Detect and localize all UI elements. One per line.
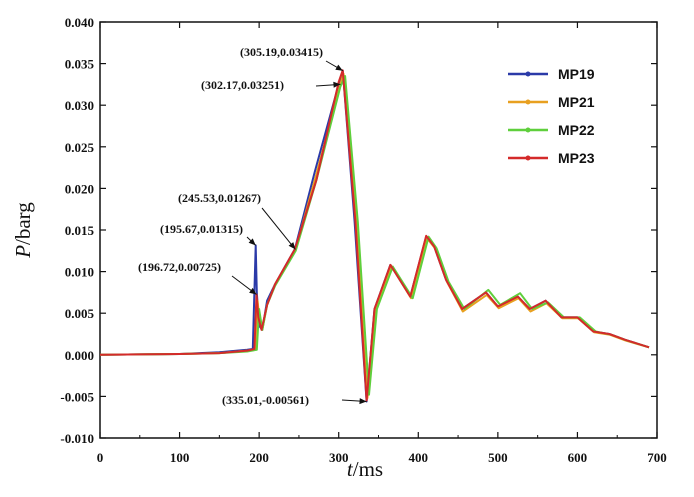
y-tick-label: 0.040: [65, 15, 94, 30]
x-tick-label: 0: [97, 450, 104, 465]
annotation-label: (195.67,0.01315): [160, 222, 243, 236]
annotation-label: (245.53,0.01267): [178, 191, 261, 205]
annotation-arrow-head: [333, 81, 341, 88]
series-group: [99, 69, 650, 403]
y-tick-label: 0.025: [65, 140, 95, 155]
x-tick-label: 300: [329, 450, 349, 465]
y-tick-label: 0.010: [65, 265, 94, 280]
x-tick-label: 600: [568, 450, 588, 465]
y-tick-label: 0.015: [65, 223, 95, 238]
axis-ticks: 0 100 200 300 400 500 600 700 -0.010 -0.005 0.000 0…: [60, 15, 666, 465]
y-tick-label: 0.030: [65, 98, 94, 113]
legend-label-mp23: MP23: [558, 150, 595, 166]
y-axis-label: P/barg: [11, 202, 35, 259]
y-axis-var: P: [11, 245, 35, 259]
series-line-mp19: [99, 69, 650, 403]
x-tick-label: 400: [409, 450, 429, 465]
y-tick-label: -0.010: [60, 431, 94, 446]
series-line-mp23: [99, 69, 650, 402]
annotation-label: (196.72,0.00725): [138, 260, 221, 274]
annotation-arrow-head: [288, 242, 296, 250]
annotation-arrow-line: [261, 207, 296, 250]
y-tick-label: -0.005: [60, 389, 94, 404]
x-axis-unit: /ms: [353, 457, 383, 481]
legend-label-mp22: MP22: [558, 122, 595, 138]
y-axis-unit: /barg: [11, 202, 35, 245]
annotation-arrow-head: [335, 64, 343, 71]
y-tick-label: 0.005: [65, 306, 95, 321]
legend-label-mp19: MP19: [558, 66, 595, 82]
annotation-label: (302.17,0.03251): [201, 78, 284, 92]
series-line-mp22: [99, 75, 650, 396]
x-tick-label: 200: [249, 450, 269, 465]
y-tick-label: 0.000: [65, 348, 94, 363]
x-tick-label: 500: [488, 450, 508, 465]
legend-marker: [525, 71, 531, 77]
y-tick-label: 0.020: [65, 181, 94, 196]
x-axis-label: t/ms: [347, 457, 383, 481]
annotation-arrow-head: [359, 398, 367, 405]
legend-marker: [525, 155, 531, 161]
x-axis-var: t: [347, 457, 354, 481]
legend-marker: [525, 99, 531, 105]
legend-marker: [525, 127, 531, 133]
legend: MP19 MP21 MP22 MP23: [508, 66, 595, 166]
legend-label-mp21: MP21: [558, 94, 595, 110]
y-tick-label: 0.035: [65, 57, 95, 72]
x-tick-label: 100: [170, 450, 190, 465]
annotation-arrow-head: [249, 287, 257, 295]
annotation-arrow-head: [248, 238, 256, 246]
x-tick-label: 700: [647, 450, 667, 465]
annotations-group: (305.19,0.03415) (302.17,0.03251) (245.53,…: [138, 45, 367, 407]
annotation-label: (335.01,-0.00561): [222, 393, 309, 407]
annotation-label: (305.19,0.03415): [240, 45, 323, 59]
